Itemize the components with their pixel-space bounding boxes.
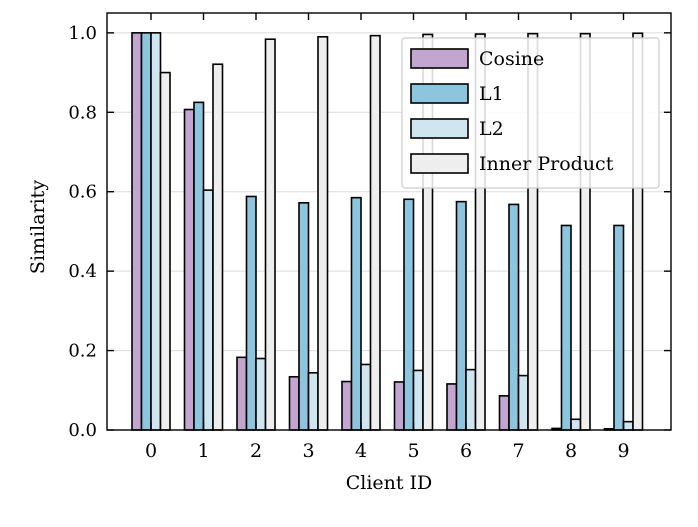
legend-swatch-l1 [410,83,469,104]
bar-l2-client-1 [202,189,214,431]
y-tick-label: 1.0 [68,23,97,44]
x-axis-label: Client ID [346,472,433,494]
bar-l1-client-8 [560,224,572,431]
x-tick-label: 5 [407,440,419,462]
bar-cosine-client-5 [393,381,405,431]
x-tick-label: 7 [512,440,524,462]
x-tick-label: 1 [197,440,209,462]
y-axis-label: Similarity [27,180,49,274]
x-tick-label: 8 [565,440,577,462]
bar-l1-client-2 [245,195,257,431]
bar-l1-client-0 [140,32,152,431]
legend-label: Inner Product [479,153,614,175]
bar-l2-client-0 [150,32,162,431]
bar-l1-client-3 [298,202,310,431]
bar-l1-client-4 [350,196,362,431]
bar-l2-client-4 [360,363,372,431]
bar-inner-product-client-1 [212,63,224,431]
legend [401,37,660,189]
bar-cosine-client-0 [131,32,143,431]
legend-label: L1 [479,83,504,105]
y-tick-label: 0.8 [68,102,97,123]
bar-l2-client-6 [465,368,477,431]
legend-swatch-inner-product [410,153,469,174]
y-tick-label: 0.0 [68,420,97,441]
legend-label: L2 [479,118,504,140]
bar-l1-client-1 [193,101,205,431]
bar-cosine-client-2 [236,356,248,431]
bar-l2-client-8 [570,418,582,431]
legend-label: Cosine [479,48,544,70]
bar-l2-client-5 [412,369,424,431]
bar-l1-client-6 [455,200,467,431]
x-tick-label: 3 [302,440,314,462]
bar-l2-client-9 [622,420,634,431]
x-tick-label: 6 [460,440,472,462]
bar-l2-client-7 [517,374,529,431]
legend-swatch-l2 [410,118,469,139]
bar-inner-product-client-4 [369,34,381,431]
bar-l2-client-2 [255,357,267,431]
bar-cosine-client-4 [341,380,353,431]
bar-cosine-client-7 [498,395,510,431]
legend-swatch-cosine [410,48,469,69]
bar-cosine-client-3 [288,375,300,431]
y-tick-label: 0.4 [68,261,97,282]
x-tick-label: 4 [355,440,367,462]
x-tick-label: 9 [617,440,629,462]
bar-inner-product-client-2 [264,38,276,431]
bar-l1-client-5 [403,198,415,431]
bar-l2-client-3 [307,372,319,431]
y-tick-label: 0.6 [68,182,97,203]
plot-frame [106,12,672,431]
x-tick-label: 2 [250,440,262,462]
bar-inner-product-client-3 [317,36,329,431]
bar-l1-client-7 [508,203,520,431]
bar-inner-product-client-0 [159,71,171,431]
bar-l1-client-9 [613,224,625,431]
y-tick-label: 0.2 [68,341,97,362]
bar-cosine-client-6 [446,383,458,431]
x-tick-label: 0 [145,440,157,462]
bar-cosine-client-1 [183,108,195,431]
